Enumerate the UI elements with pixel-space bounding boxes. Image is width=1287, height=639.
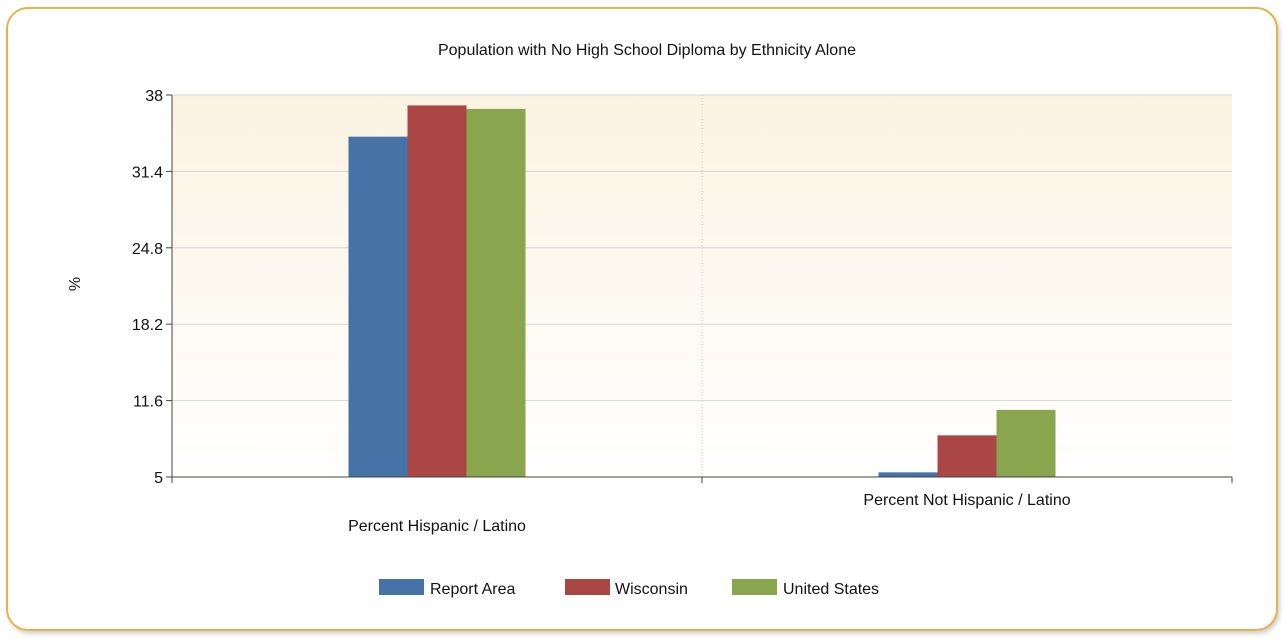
bar-wisconsin bbox=[407, 105, 467, 477]
legend-swatch bbox=[379, 579, 424, 595]
y-tick-label: 5 bbox=[154, 470, 163, 487]
bar-report-area bbox=[878, 472, 938, 477]
bar-united-states bbox=[996, 409, 1056, 477]
y-tick-label: 11.6 bbox=[133, 394, 163, 411]
legend-swatch bbox=[565, 579, 610, 595]
legend-label: United States bbox=[783, 581, 879, 598]
axes-group: Percent Hispanic / Latino Percent Not His… bbox=[171, 95, 1233, 535]
y-tick-label: 31.4 bbox=[132, 164, 163, 181]
y-tick-label: 38 bbox=[145, 88, 163, 105]
legend-label: Report Area bbox=[430, 581, 515, 598]
y-tick-label: 18.2 bbox=[132, 317, 163, 334]
y-tick-label: 24.8 bbox=[132, 241, 163, 258]
legend-swatch bbox=[732, 579, 777, 595]
plot-area: 5 11.6 18.2 24.8 31.4 38 bbox=[132, 88, 1232, 487]
chart-title: Population with No High School Diploma b… bbox=[438, 42, 856, 59]
bar-report-area bbox=[348, 136, 408, 477]
y-axis-label: % bbox=[67, 277, 84, 291]
bar-wisconsin bbox=[937, 435, 997, 477]
x-category-label: Percent Not Hispanic / Latino bbox=[863, 492, 1070, 509]
legend-label: Wisconsin bbox=[615, 581, 688, 598]
bar-united-states bbox=[466, 108, 526, 478]
x-category-label: Percent Hispanic / Latino bbox=[348, 518, 526, 535]
legend: Report Area Wisconsin United States bbox=[379, 579, 879, 598]
bars-group bbox=[348, 105, 1056, 478]
